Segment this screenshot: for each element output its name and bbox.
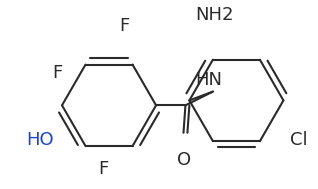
Text: F: F: [98, 160, 108, 178]
Text: NH2: NH2: [196, 6, 234, 24]
Text: HO: HO: [26, 131, 54, 149]
Text: O: O: [177, 151, 191, 169]
Text: Cl: Cl: [290, 131, 308, 149]
Text: HN: HN: [195, 71, 222, 89]
Text: F: F: [52, 64, 62, 82]
Text: F: F: [120, 17, 130, 35]
